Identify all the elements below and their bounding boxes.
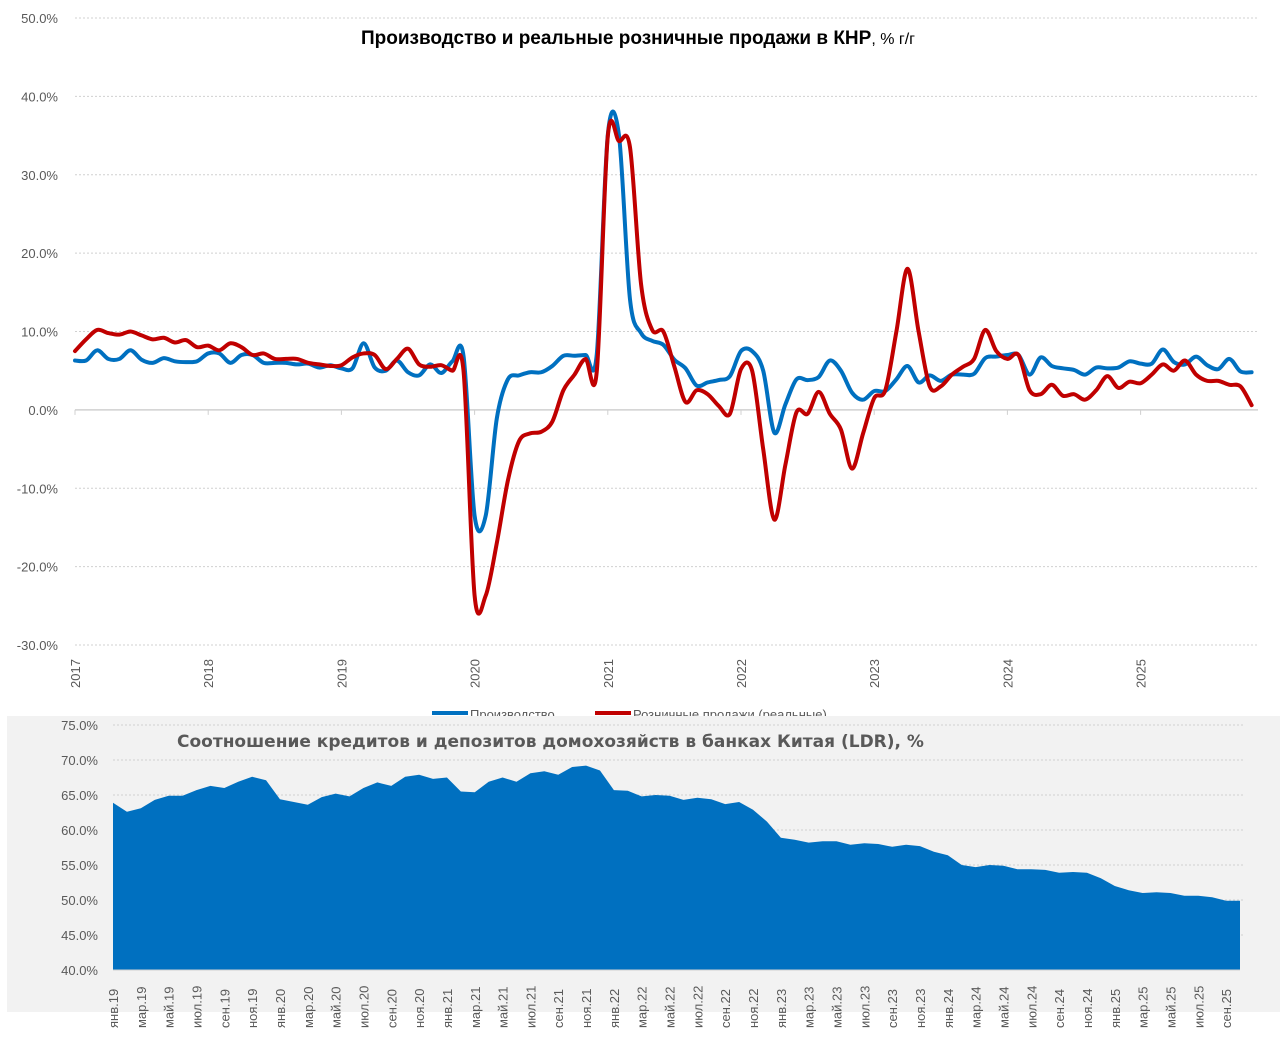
y-tick-label: 65.0%	[61, 788, 98, 803]
x-tick-label: 2022	[734, 659, 749, 688]
y-tick-label: 10.0%	[21, 325, 58, 340]
x-tick-label: 2023	[867, 659, 882, 688]
x-tick-label: ноя.23	[913, 988, 928, 1028]
x-tick-label: ноя.20	[412, 988, 427, 1028]
x-tick-label: сен.19	[217, 989, 232, 1028]
x-tick-label: июл.24	[1024, 986, 1039, 1028]
x-tick-label: июл.20	[356, 986, 371, 1028]
chart-title-main: Производство и реальные розничные продаж…	[361, 28, 872, 49]
x-tick-label: ноя.19	[245, 988, 260, 1028]
y-tick-label: 60.0%	[61, 823, 98, 838]
x-tick-label: сен.20	[384, 989, 399, 1028]
x-tick-label: июл.25	[1191, 986, 1206, 1028]
x-tick-label: сен.23	[885, 989, 900, 1028]
x-tick-label: 2018	[201, 659, 216, 688]
y-tick-label: -30.0%	[17, 638, 59, 653]
x-tick-label: июл.19	[189, 986, 204, 1028]
x-tick-label: май.21	[496, 986, 511, 1028]
x-tick-label: июл.23	[857, 986, 872, 1028]
y-tick-label: 30.0%	[21, 168, 58, 183]
x-tick-label: янв.21	[440, 989, 455, 1028]
x-tick-label: 2020	[468, 659, 483, 688]
x-tick-label: июл.22	[690, 986, 705, 1028]
x-tick-label: янв.25	[1108, 989, 1123, 1028]
chart-title: Производство и реальные розничные продаж…	[361, 28, 915, 49]
y-tick-label: 20.0%	[21, 246, 58, 261]
ldr-area	[113, 765, 1240, 970]
y-tick-label: 45.0%	[61, 928, 98, 943]
y-tick-label: -10.0%	[17, 481, 59, 496]
x-tick-label: май.25	[1163, 986, 1178, 1028]
x-tick-label: сен.25	[1219, 989, 1234, 1028]
x-tick-label: май.24	[996, 986, 1011, 1028]
x-tick-label: июл.21	[523, 986, 538, 1028]
series-line-production	[73, 109, 1254, 534]
x-tick-label: сен.24	[1052, 989, 1067, 1028]
x-tick-label: май.23	[830, 986, 845, 1028]
x-tick-label: янв.23	[774, 989, 789, 1028]
x-tick-label: сен.22	[718, 989, 733, 1028]
y-tick-label: 55.0%	[61, 858, 98, 873]
x-tick-label: мар.19	[134, 987, 149, 1028]
x-tick-label: 2025	[1134, 659, 1149, 688]
x-tick-label: май.19	[162, 986, 177, 1028]
y-tick-label: 50.0%	[21, 11, 58, 26]
x-tick-label: 2019	[334, 659, 349, 688]
x-tick-label: 2021	[601, 659, 616, 688]
y-tick-label: 40.0%	[61, 963, 98, 978]
x-tick-label: 2017	[68, 659, 83, 688]
x-tick-label: мар.25	[1136, 987, 1151, 1028]
x-tick-label: сен.21	[551, 989, 566, 1028]
x-tick-label: мар.24	[969, 987, 984, 1028]
chart-title-unit: , % г/г	[871, 31, 915, 48]
x-tick-label: май.22	[663, 986, 678, 1028]
chart-title: Соотношение кредитов и депозитов домохоз…	[177, 732, 924, 752]
x-tick-label: янв.22	[607, 989, 622, 1028]
x-tick-label: мар.22	[635, 987, 650, 1028]
series-line-retail-sales	[73, 118, 1254, 616]
y-tick-label: 0.0%	[28, 403, 58, 418]
x-tick-label: мар.21	[468, 987, 483, 1028]
x-tick-label: ноя.22	[746, 988, 761, 1028]
x-tick-label: мар.20	[301, 987, 316, 1028]
y-tick-label: 70.0%	[61, 753, 98, 768]
x-tick-label: май.20	[329, 986, 344, 1028]
y-tick-label: -20.0%	[17, 560, 59, 575]
x-tick-label: мар.23	[802, 987, 817, 1028]
x-tick-label: ноя.24	[1080, 988, 1095, 1028]
x-tick-label: янв.24	[941, 989, 956, 1028]
y-tick-label: 50.0%	[61, 893, 98, 908]
x-tick-label: янв.19	[106, 989, 121, 1028]
y-tick-label: 40.0%	[21, 89, 58, 104]
x-tick-label: янв.20	[273, 989, 288, 1028]
y-tick-label: 75.0%	[61, 718, 98, 733]
x-tick-label: ноя.21	[579, 988, 594, 1028]
x-tick-label: 2024	[1000, 659, 1015, 688]
